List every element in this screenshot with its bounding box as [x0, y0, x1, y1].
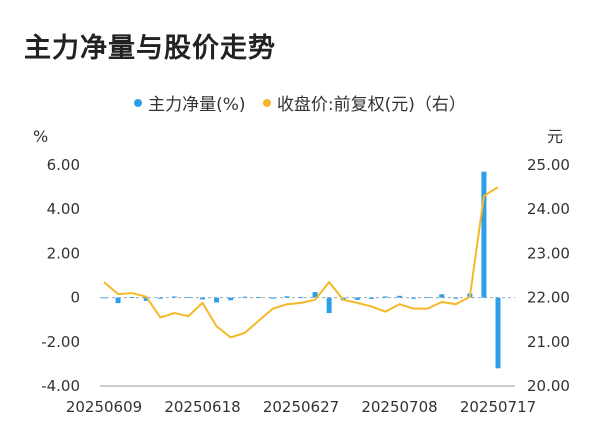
net-volume-bar [481, 171, 487, 298]
legend-item-close-price[interactable]: 收盘价:前复权(元)（右） [262, 90, 466, 115]
net-volume-bar [185, 296, 191, 298]
left-tick-label: 6.00 [47, 156, 80, 174]
right-tick-label: 24.00 [527, 200, 570, 218]
net-volume-bar [368, 297, 374, 299]
net-volume-bar [439, 294, 445, 298]
x-tick-label: 20250708 [361, 398, 437, 416]
net-volume-bar [453, 297, 459, 299]
legend-label: 主力净量(%) [148, 95, 246, 115]
right-axis-unit: 元 [547, 127, 563, 146]
legend-label: 收盘价:前复权(元)（右） [276, 95, 466, 115]
left-tick-label: 4.00 [47, 200, 80, 218]
net-volume-bar [312, 292, 318, 298]
right-tick-label: 22.00 [527, 289, 570, 307]
legend-item-net-volume[interactable]: 主力净量(%) [134, 90, 246, 115]
net-volume-bar [298, 296, 304, 298]
net-volume-bar [129, 297, 135, 298]
x-tick-label: 20250627 [263, 398, 339, 416]
right-tick-label: 23.00 [527, 244, 570, 262]
left-tick-label: 2.00 [47, 244, 80, 262]
left-tick-label: -2.00 [41, 333, 80, 351]
net-volume-bar [171, 296, 177, 298]
left-tick-label: 0 [70, 289, 80, 307]
net-volume-bar [326, 297, 332, 314]
net-volume-bar [214, 297, 220, 303]
net-volume-bar [157, 297, 163, 299]
chart-legend: 主力净量(%) 收盘价:前复权(元)（右） [0, 90, 600, 115]
net-volume-bar [228, 297, 234, 301]
net-volume-bar [354, 297, 360, 300]
net-volume-bar [382, 296, 388, 298]
right-tick-label: 21.00 [527, 333, 570, 351]
net-volume-bar [242, 296, 248, 298]
right-tick-label: 25.00 [527, 156, 570, 174]
legend-dot-icon [134, 98, 143, 107]
right-tick-label: 20.00 [527, 377, 570, 395]
net-volume-bar [425, 297, 431, 298]
x-tick-label: 20250618 [164, 398, 240, 416]
close-price-line [103, 186, 499, 339]
net-volume-bar [143, 297, 149, 301]
legend-dot-icon [262, 98, 271, 107]
net-volume-bar [256, 297, 262, 298]
net-volume-bar [495, 297, 501, 369]
net-volume-bar [397, 295, 402, 298]
net-volume-bar [200, 297, 205, 300]
x-tick-label: 20250717 [460, 398, 536, 416]
x-tick-label: 20250609 [66, 398, 142, 416]
net-volume-bar [101, 297, 107, 299]
net-volume-bar [270, 297, 276, 299]
net-volume-bar [115, 297, 121, 304]
left-tick-label: -4.00 [41, 377, 80, 395]
net-volume-bar [411, 297, 417, 299]
net-volume-bar [284, 296, 290, 298]
chart-title: 主力净量与股价走势 [24, 33, 276, 64]
left-axis-unit: % [33, 127, 48, 146]
